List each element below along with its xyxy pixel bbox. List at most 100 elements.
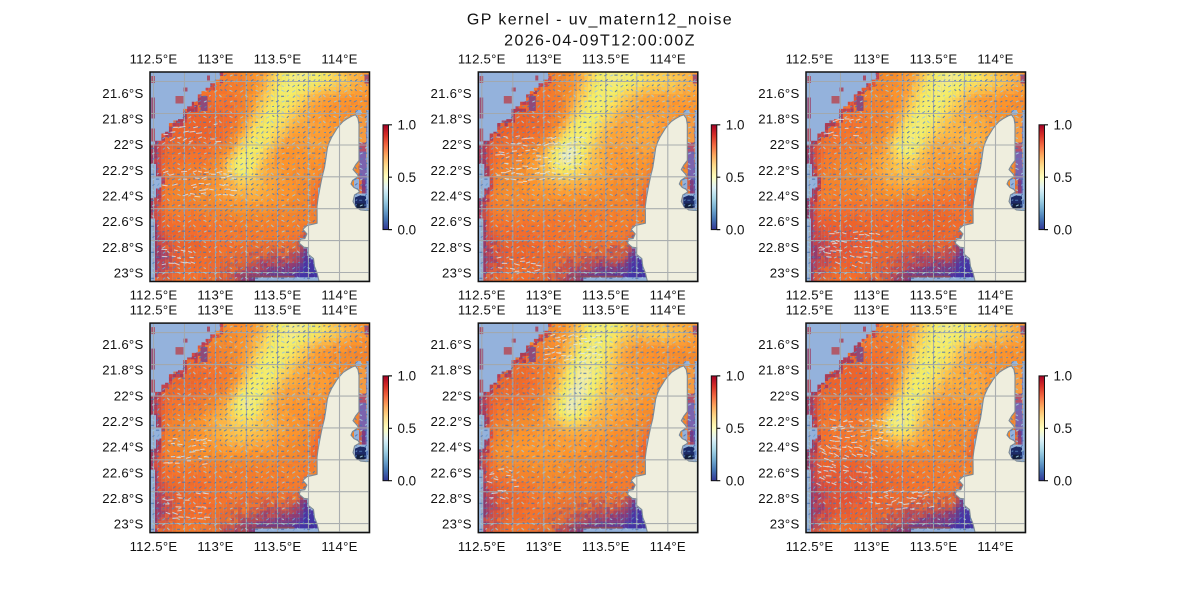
svg-text:22.2°S: 22.2°S bbox=[431, 163, 472, 178]
svg-text:112.5°E: 112.5°E bbox=[786, 539, 834, 554]
svg-text:0.0: 0.0 bbox=[726, 222, 745, 237]
svg-text:0.0: 0.0 bbox=[1054, 222, 1073, 237]
svg-text:22.8°S: 22.8°S bbox=[758, 491, 799, 506]
svg-text:113°E: 113°E bbox=[197, 539, 233, 554]
svg-text:113.5°E: 113.5°E bbox=[582, 288, 630, 303]
svg-text:22°S: 22°S bbox=[114, 137, 144, 152]
svg-text:22.4°S: 22.4°S bbox=[758, 440, 799, 455]
svg-text:22.6°S: 22.6°S bbox=[102, 214, 143, 229]
svg-text:22°S: 22°S bbox=[442, 137, 472, 152]
svg-text:114°E: 114°E bbox=[977, 288, 1013, 303]
svg-text:GP kernel - uv_matern12_noise: GP kernel - uv_matern12_noise bbox=[467, 12, 733, 29]
svg-text:23°S: 23°S bbox=[114, 517, 144, 532]
svg-text:114°E: 114°E bbox=[321, 288, 357, 303]
svg-text:114°E: 114°E bbox=[650, 303, 686, 318]
svg-text:22.2°S: 22.2°S bbox=[102, 163, 143, 178]
svg-text:112.5°E: 112.5°E bbox=[458, 52, 506, 67]
svg-text:23°S: 23°S bbox=[442, 266, 472, 281]
svg-text:22.2°S: 22.2°S bbox=[102, 414, 143, 429]
svg-text:0.5: 0.5 bbox=[398, 170, 417, 185]
svg-text:112.5°E: 112.5°E bbox=[786, 52, 834, 67]
svg-text:113.5°E: 113.5°E bbox=[910, 288, 958, 303]
svg-text:0.5: 0.5 bbox=[398, 421, 417, 436]
svg-text:113°E: 113°E bbox=[197, 288, 233, 303]
svg-text:113.5°E: 113.5°E bbox=[910, 539, 958, 554]
svg-text:113°E: 113°E bbox=[526, 539, 562, 554]
svg-text:23°S: 23°S bbox=[770, 266, 800, 281]
svg-text:22.4°S: 22.4°S bbox=[102, 189, 143, 204]
svg-text:22.8°S: 22.8°S bbox=[758, 240, 799, 255]
svg-text:0.5: 0.5 bbox=[726, 421, 745, 436]
svg-text:22.8°S: 22.8°S bbox=[102, 240, 143, 255]
svg-text:112.5°E: 112.5°E bbox=[130, 288, 178, 303]
svg-text:112.5°E: 112.5°E bbox=[130, 539, 178, 554]
svg-text:114°E: 114°E bbox=[321, 52, 357, 67]
svg-text:114°E: 114°E bbox=[977, 52, 1013, 67]
svg-text:21.6°S: 21.6°S bbox=[758, 337, 799, 352]
svg-text:113°E: 113°E bbox=[853, 52, 889, 67]
svg-text:21.6°S: 21.6°S bbox=[102, 337, 143, 352]
svg-text:0.0: 0.0 bbox=[398, 474, 417, 489]
svg-text:114°E: 114°E bbox=[650, 288, 686, 303]
svg-text:22.2°S: 22.2°S bbox=[431, 414, 472, 429]
svg-text:113.5°E: 113.5°E bbox=[254, 303, 302, 318]
svg-text:22.8°S: 22.8°S bbox=[431, 491, 472, 506]
svg-text:113.5°E: 113.5°E bbox=[582, 52, 630, 67]
svg-text:114°E: 114°E bbox=[977, 303, 1013, 318]
svg-text:23°S: 23°S bbox=[770, 517, 800, 532]
svg-text:112.5°E: 112.5°E bbox=[458, 303, 506, 318]
svg-text:1.0: 1.0 bbox=[1054, 118, 1073, 133]
svg-text:21.6°S: 21.6°S bbox=[431, 86, 472, 101]
svg-text:112.5°E: 112.5°E bbox=[786, 288, 834, 303]
svg-text:0.0: 0.0 bbox=[398, 222, 417, 237]
svg-text:113°E: 113°E bbox=[526, 303, 562, 318]
svg-text:113.5°E: 113.5°E bbox=[254, 539, 302, 554]
svg-text:112.5°E: 112.5°E bbox=[458, 288, 506, 303]
svg-text:22.6°S: 22.6°S bbox=[431, 465, 472, 480]
svg-text:22.6°S: 22.6°S bbox=[758, 214, 799, 229]
svg-text:21.6°S: 21.6°S bbox=[102, 86, 143, 101]
svg-text:1.0: 1.0 bbox=[726, 369, 745, 384]
svg-text:0.5: 0.5 bbox=[1054, 421, 1073, 436]
svg-text:0.5: 0.5 bbox=[726, 170, 745, 185]
svg-text:22.8°S: 22.8°S bbox=[431, 240, 472, 255]
svg-text:114°E: 114°E bbox=[321, 303, 357, 318]
svg-text:21.8°S: 21.8°S bbox=[758, 112, 799, 127]
svg-text:22°S: 22°S bbox=[770, 388, 800, 403]
svg-text:22.8°S: 22.8°S bbox=[102, 491, 143, 506]
svg-text:114°E: 114°E bbox=[977, 539, 1013, 554]
svg-text:0.5: 0.5 bbox=[1054, 170, 1073, 185]
svg-text:113°E: 113°E bbox=[526, 52, 562, 67]
svg-text:113°E: 113°E bbox=[197, 303, 233, 318]
svg-text:0.0: 0.0 bbox=[1054, 474, 1073, 489]
svg-text:21.8°S: 21.8°S bbox=[758, 363, 799, 378]
svg-text:113°E: 113°E bbox=[197, 52, 233, 67]
svg-text:22.6°S: 22.6°S bbox=[431, 214, 472, 229]
svg-text:113°E: 113°E bbox=[853, 539, 889, 554]
svg-text:22.2°S: 22.2°S bbox=[758, 163, 799, 178]
svg-text:22.4°S: 22.4°S bbox=[431, 440, 472, 455]
svg-text:2026-04-09T12:00:00Z: 2026-04-09T12:00:00Z bbox=[504, 33, 696, 50]
svg-text:21.6°S: 21.6°S bbox=[431, 337, 472, 352]
svg-text:22.4°S: 22.4°S bbox=[431, 189, 472, 204]
svg-text:22°S: 22°S bbox=[770, 137, 800, 152]
svg-text:112.5°E: 112.5°E bbox=[130, 303, 178, 318]
svg-text:22°S: 22°S bbox=[114, 388, 144, 403]
svg-text:113°E: 113°E bbox=[853, 288, 889, 303]
svg-text:1.0: 1.0 bbox=[398, 369, 417, 384]
svg-text:113.5°E: 113.5°E bbox=[254, 52, 302, 67]
svg-text:114°E: 114°E bbox=[650, 52, 686, 67]
svg-text:112.5°E: 112.5°E bbox=[458, 539, 506, 554]
svg-text:113°E: 113°E bbox=[526, 288, 562, 303]
svg-text:113.5°E: 113.5°E bbox=[582, 303, 630, 318]
svg-text:22.6°S: 22.6°S bbox=[102, 465, 143, 480]
svg-text:113.5°E: 113.5°E bbox=[910, 303, 958, 318]
svg-text:112.5°E: 112.5°E bbox=[786, 303, 834, 318]
svg-text:21.8°S: 21.8°S bbox=[431, 112, 472, 127]
svg-text:22°S: 22°S bbox=[442, 388, 472, 403]
svg-text:113.5°E: 113.5°E bbox=[910, 52, 958, 67]
svg-text:22.4°S: 22.4°S bbox=[758, 189, 799, 204]
svg-text:1.0: 1.0 bbox=[398, 118, 417, 133]
svg-text:1.0: 1.0 bbox=[1054, 369, 1073, 384]
svg-text:21.8°S: 21.8°S bbox=[102, 363, 143, 378]
